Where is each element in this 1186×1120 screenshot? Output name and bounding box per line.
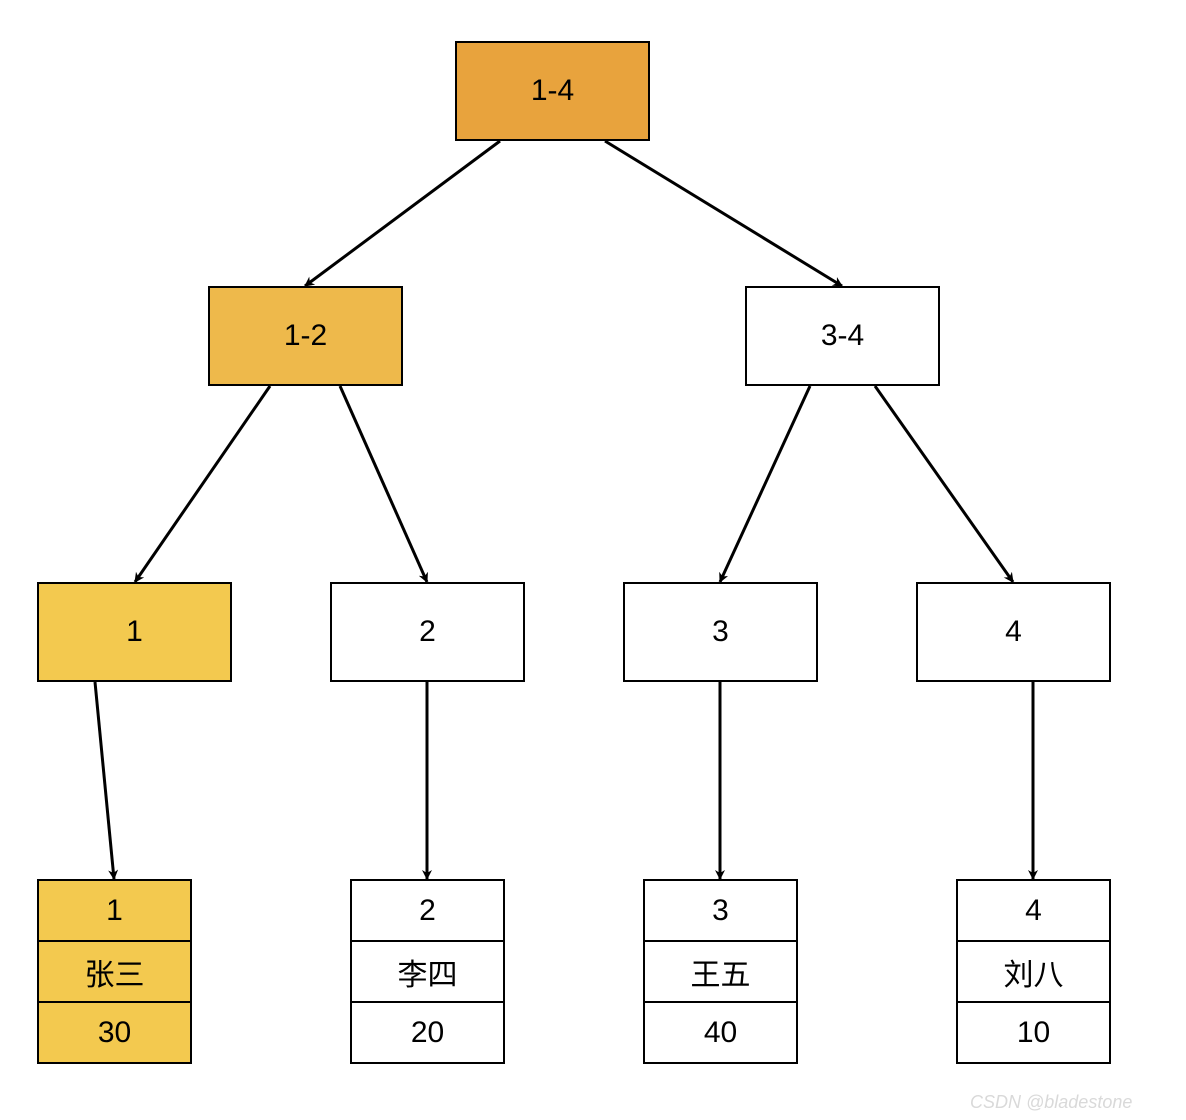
record-cell: 王五 (645, 942, 796, 1003)
record-cell: 4 (958, 881, 1109, 942)
tree-edge (305, 141, 500, 286)
tree-node: 1-4 (455, 41, 650, 141)
tree-node: 2 (330, 582, 525, 682)
record-cell: 李四 (352, 942, 503, 1003)
data-record: 2李四20 (350, 879, 505, 1064)
data-record: 4刘八10 (956, 879, 1111, 1064)
record-cell: 10 (958, 1003, 1109, 1062)
record-cell: 2 (352, 881, 503, 942)
tree-edge (605, 141, 842, 286)
tree-node: 1-2 (208, 286, 403, 386)
tree-edge (875, 386, 1013, 582)
record-cell: 张三 (39, 942, 190, 1003)
tree-node: 1 (37, 582, 232, 682)
tree-edge (720, 386, 810, 582)
tree-node-label: 1 (126, 615, 143, 649)
data-record: 3王五40 (643, 879, 798, 1064)
record-cell: 40 (645, 1003, 796, 1062)
tree-edge (340, 386, 427, 582)
tree-node: 3-4 (745, 286, 940, 386)
record-cell: 30 (39, 1003, 190, 1062)
tree-node-label: 2 (419, 615, 436, 649)
data-record: 1张三30 (37, 879, 192, 1064)
tree-node-label: 1-4 (531, 74, 574, 108)
tree-node-label: 3-4 (821, 319, 864, 353)
tree-node-label: 1-2 (284, 319, 327, 353)
tree-edge (135, 386, 270, 582)
record-cell: 1 (39, 881, 190, 942)
tree-node-label: 3 (712, 615, 729, 649)
record-cell: 3 (645, 881, 796, 942)
record-cell: 刘八 (958, 942, 1109, 1003)
tree-diagram: 1-41-23-412341张三302李四203王五404刘八10 CSDN @… (0, 0, 1186, 1120)
record-cell: 20 (352, 1003, 503, 1062)
tree-node: 3 (623, 582, 818, 682)
watermark-text: CSDN @bladestone (970, 1092, 1132, 1113)
tree-node: 4 (916, 582, 1111, 682)
tree-node-label: 4 (1005, 615, 1022, 649)
tree-edge (95, 682, 114, 879)
